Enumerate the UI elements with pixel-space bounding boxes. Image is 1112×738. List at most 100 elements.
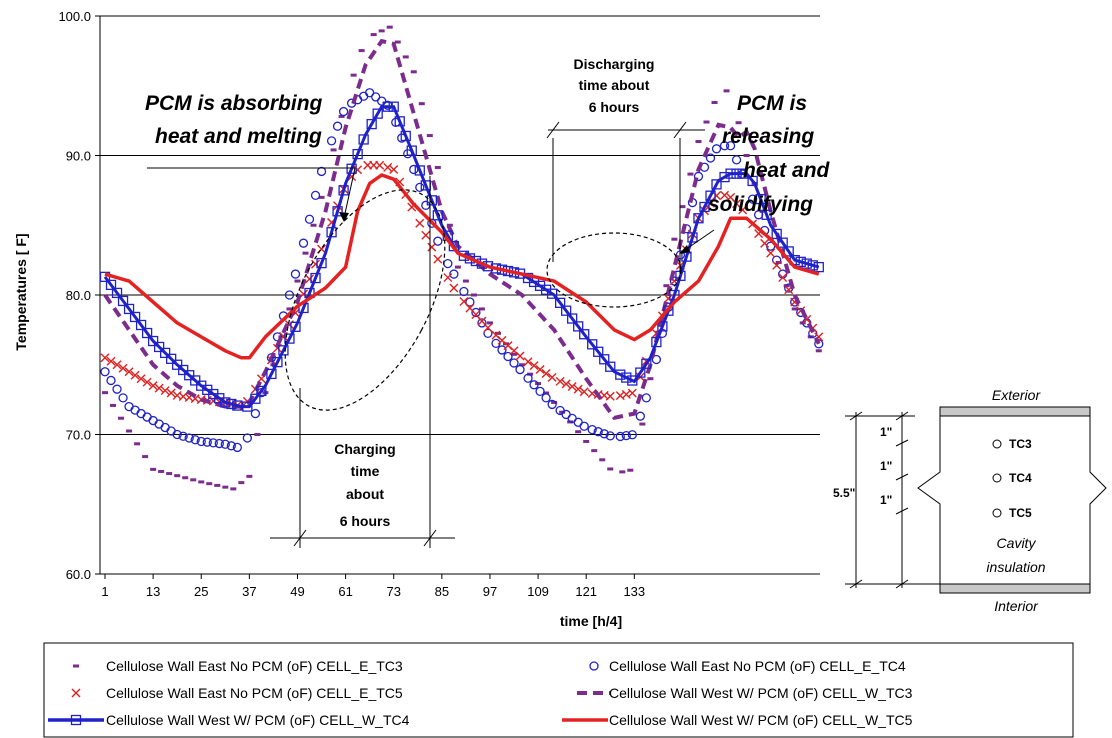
series-5-point	[432, 210, 443, 221]
series-3-point	[555, 376, 565, 386]
series-3-point-b	[311, 259, 321, 269]
series-2-point	[529, 380, 539, 390]
series-2-point	[615, 431, 625, 442]
series-5-point	[573, 321, 584, 332]
series-2-point	[415, 182, 425, 193]
series-3-point-b	[547, 372, 557, 382]
y-tick-label: 60.0	[66, 567, 91, 582]
sensor-tc4-label: TC4	[1009, 471, 1032, 485]
series-3-point-b	[621, 389, 631, 399]
series-3-point-b	[573, 384, 583, 394]
series-5-point	[464, 253, 476, 264]
series-6	[104, 173, 820, 360]
series-2-point	[409, 164, 419, 175]
charging-ellipse	[284, 189, 446, 411]
series-5-point	[123, 303, 135, 315]
series-3-point-b	[802, 314, 812, 324]
series-3-point	[772, 260, 782, 270]
series-3-point	[375, 160, 385, 170]
series-3-point	[567, 382, 577, 392]
series-5-point	[190, 375, 201, 386]
dim-tick-bot-b	[895, 579, 909, 589]
series-2-point	[100, 367, 110, 377]
series-3-point	[541, 368, 551, 378]
series-5-point	[117, 295, 129, 307]
series-5-point	[326, 227, 337, 238]
series-3-point-b	[136, 374, 146, 384]
series-2-point	[124, 401, 134, 412]
x-axis-ticks: 1 13 25 37 49 61 73 85 97 109 121 133	[101, 574, 645, 599]
series-2-point	[118, 393, 128, 403]
series-2-point	[220, 439, 230, 449]
series-2-point	[433, 236, 443, 246]
series-2-point	[304, 214, 315, 224]
series-5-point	[470, 255, 482, 267]
charging-time-marker: Charging time about 6 hours	[270, 176, 455, 548]
x-tick-label: 85	[435, 584, 449, 599]
series-2-point	[621, 430, 631, 441]
discharging-label-3: 6 hours	[589, 99, 640, 115]
series-5-point	[587, 339, 598, 350]
series-3-point	[760, 238, 770, 248]
series-3-point-b	[118, 363, 128, 373]
series-2-point	[136, 408, 146, 419]
series-5-point	[366, 118, 377, 130]
series-3-point	[305, 274, 315, 284]
legend-entry-1: Cellulose Wall East No PCM (oF) CELL_E_T…	[73, 658, 403, 674]
series-3-point	[627, 388, 637, 398]
series-5-point	[783, 246, 794, 257]
legend-box	[43, 642, 1074, 738]
series-5-point	[687, 232, 698, 243]
series-5-point	[641, 358, 652, 369]
inset-exterior-label: Exterior	[992, 387, 1042, 403]
series-3-point-b	[766, 248, 776, 258]
discharging-tick-right	[673, 121, 687, 139]
series-2-point	[112, 384, 122, 394]
release-line-4: solidifying	[708, 193, 813, 216]
series-2-point	[719, 141, 730, 151]
legend-entry-4: Cellulose Wall West W/ PCM (oF) CELL_W_T…	[577, 685, 913, 701]
series-3-point	[421, 230, 431, 240]
series-3-point	[449, 283, 459, 293]
series-3-point	[136, 374, 146, 384]
y-tick-label: 80.0	[66, 288, 91, 303]
series-2-point	[523, 373, 533, 383]
series-3-point	[154, 383, 164, 393]
series-5-point	[807, 260, 818, 271]
sensor-tc5-marker	[992, 508, 1002, 518]
series-2-point	[497, 345, 507, 355]
series-3-point-b	[421, 230, 431, 240]
series-5-point	[579, 329, 590, 340]
sensor-tc3-marker	[992, 439, 1002, 449]
series-2-point	[593, 427, 603, 437]
x-tick-label: 133	[623, 584, 645, 599]
series-5-point	[316, 257, 327, 269]
series-3-point	[712, 191, 722, 201]
series-2-point	[178, 431, 188, 441]
series-2-point	[535, 386, 545, 396]
series-5-point	[657, 321, 668, 332]
series-2-point	[547, 399, 557, 410]
series-5-point	[747, 175, 758, 187]
discharging-ellipse	[546, 232, 682, 308]
legend-entry-3-swatch-marker-b	[71, 688, 81, 698]
series-3-point	[311, 259, 321, 269]
series-5-point	[615, 369, 626, 380]
series-5-point	[346, 163, 357, 174]
series-2-point	[214, 438, 224, 449]
legend-entry-3-swatch-marker	[71, 688, 81, 698]
series-2-point	[587, 424, 597, 435]
release-leader	[684, 229, 715, 251]
x-axis-title: time [h/4]	[560, 613, 622, 629]
series-3-point-b	[663, 293, 673, 303]
series-3-point-b	[561, 379, 571, 389]
series-5-point	[621, 372, 632, 383]
legend-entry-2: Cellulose Wall East No PCM (oF) CELL_E_T…	[589, 658, 906, 674]
inset-interior-layer	[939, 583, 1091, 594]
series-2-point	[226, 441, 236, 451]
charging-label-1: Charging	[334, 441, 395, 457]
inset-interior-label: Interior	[994, 598, 1039, 614]
series-2-point	[202, 437, 212, 447]
series-2-point	[250, 408, 261, 419]
